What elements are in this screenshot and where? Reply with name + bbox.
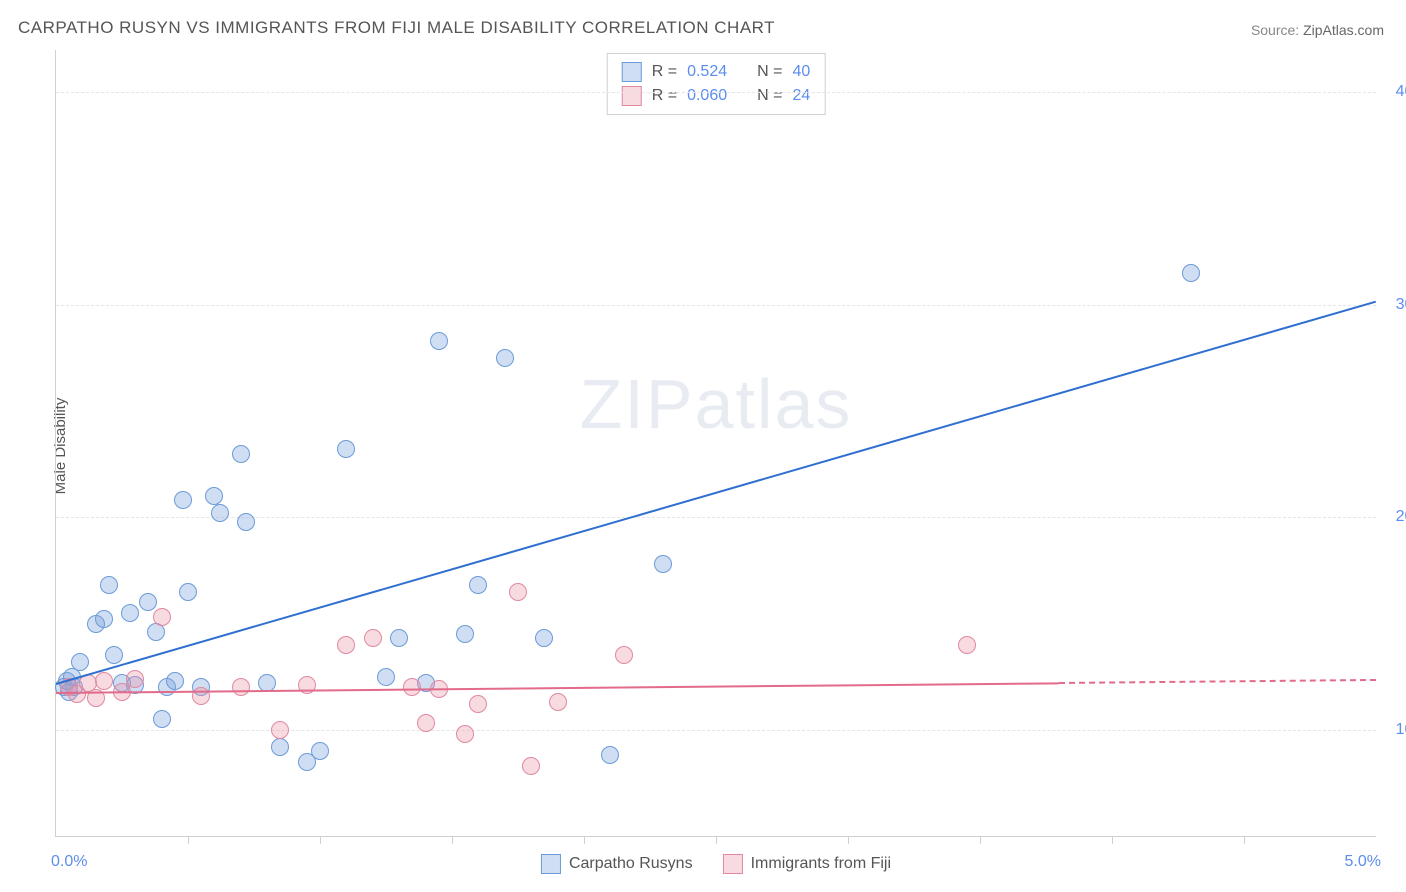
scatter-point [337, 440, 355, 458]
scatter-point [549, 693, 567, 711]
scatter-point [311, 742, 329, 760]
x-tick [584, 836, 585, 844]
scatter-point [337, 636, 355, 654]
y-tick-label: 10.0% [1381, 721, 1406, 739]
legend-swatch-icon [723, 854, 743, 874]
legend-r-label: R = [652, 60, 677, 84]
legend-n-value: 24 [792, 84, 810, 108]
source-value: ZipAtlas.com [1303, 22, 1384, 38]
scatter-point [211, 504, 229, 522]
scatter-point [174, 491, 192, 509]
scatter-point [139, 593, 157, 611]
chart-title: CARPATHO RUSYN VS IMMIGRANTS FROM FIJI M… [18, 18, 775, 38]
source-attribution: Source: ZipAtlas.com [1251, 22, 1384, 38]
y-tick-label: 20.0% [1381, 508, 1406, 526]
scatter-point [153, 710, 171, 728]
gridline [56, 730, 1376, 731]
x-tick-label: 5.0% [1345, 853, 1381, 871]
scatter-point [430, 332, 448, 350]
scatter-point [205, 487, 223, 505]
scatter-point [153, 608, 171, 626]
scatter-point [496, 349, 514, 367]
scatter-point [179, 583, 197, 601]
scatter-point [469, 695, 487, 713]
scatter-point [403, 678, 421, 696]
legend-r-value: 0.060 [687, 84, 727, 108]
legend-r-value: 0.524 [687, 60, 727, 84]
scatter-point [232, 445, 250, 463]
scatter-point [95, 610, 113, 628]
x-tick [188, 836, 189, 844]
legend-r-label: R = [652, 84, 677, 108]
scatter-point [456, 625, 474, 643]
watermark: ZIPatlas [580, 364, 853, 444]
scatter-point [469, 576, 487, 594]
scatter-point [126, 670, 144, 688]
scatter-point [71, 653, 89, 671]
scatter-point [121, 604, 139, 622]
scatter-point [1182, 264, 1200, 282]
legend-swatch-icon [622, 86, 642, 106]
scatter-point [390, 629, 408, 647]
legend-item: Carpatho Rusyns [541, 854, 693, 874]
x-tick [1112, 836, 1113, 844]
x-tick [452, 836, 453, 844]
scatter-point [271, 721, 289, 739]
legend-n-label: N = [757, 60, 782, 84]
scatter-point [654, 555, 672, 573]
plot-area: ZIPatlas R = 0.524 N = 40 R = 0.060 N = … [55, 50, 1376, 837]
y-tick-label: 30.0% [1381, 296, 1406, 314]
scatter-point [615, 646, 633, 664]
scatter-point [535, 629, 553, 647]
legend-item-label: Immigrants from Fiji [751, 855, 891, 873]
x-tick [980, 836, 981, 844]
gridline [56, 92, 1376, 93]
scatter-point [166, 672, 184, 690]
trend-line [1059, 679, 1376, 684]
y-tick-label: 40.0% [1381, 83, 1406, 101]
trend-line [56, 301, 1377, 685]
legend-item-label: Carpatho Rusyns [569, 855, 693, 873]
x-tick-label: 0.0% [51, 853, 87, 871]
legend-n-label: N = [757, 84, 782, 108]
scatter-point [522, 757, 540, 775]
scatter-point [509, 583, 527, 601]
source-label: Source: [1251, 22, 1299, 38]
x-tick [848, 836, 849, 844]
scatter-point [958, 636, 976, 654]
scatter-point [456, 725, 474, 743]
gridline [56, 305, 1376, 306]
scatter-point [364, 629, 382, 647]
scatter-point [417, 714, 435, 732]
x-tick [1244, 836, 1245, 844]
scatter-point [377, 668, 395, 686]
scatter-point [237, 513, 255, 531]
x-tick [320, 836, 321, 844]
scatter-point [100, 576, 118, 594]
scatter-point [192, 687, 210, 705]
legend-bottom: Carpatho Rusyns Immigrants from Fiji [541, 854, 891, 874]
legend-row: R = 0.060 N = 24 [622, 84, 811, 108]
x-tick [716, 836, 717, 844]
legend-n-value: 40 [792, 60, 810, 84]
scatter-point [95, 672, 113, 690]
scatter-point [601, 746, 619, 764]
legend-top: R = 0.524 N = 40 R = 0.060 N = 24 [607, 53, 826, 115]
legend-swatch-icon [622, 62, 642, 82]
chart-container: CARPATHO RUSYN VS IMMIGRANTS FROM FIJI M… [0, 0, 1406, 892]
scatter-point [105, 646, 123, 664]
legend-item: Immigrants from Fiji [723, 854, 891, 874]
legend-row: R = 0.524 N = 40 [622, 60, 811, 84]
scatter-point [232, 678, 250, 696]
scatter-point [271, 738, 289, 756]
legend-swatch-icon [541, 854, 561, 874]
